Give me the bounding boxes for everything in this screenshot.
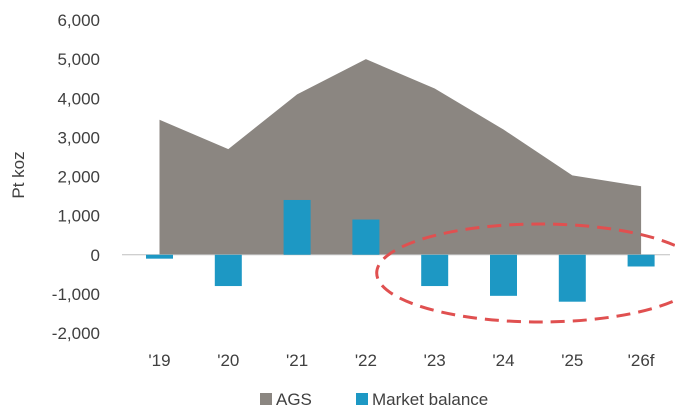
- x-tick-label: '22: [355, 351, 377, 370]
- x-tick-label: '26f: [628, 351, 655, 370]
- market-balance-bar: [421, 254, 449, 287]
- x-tick-label: '21: [286, 351, 308, 370]
- legend-swatch-ags: [260, 393, 272, 405]
- legend-label-market-balance: Market balance: [372, 390, 488, 409]
- y-tick-label: -1,000: [52, 285, 100, 304]
- y-tick-label: 2,000: [57, 168, 100, 187]
- market-balance-bar: [627, 254, 655, 267]
- market-balance-bar: [214, 254, 242, 287]
- market-balance-bar: [558, 254, 586, 302]
- y-tick-label: 1,000: [57, 207, 100, 226]
- market-balance-bar: [283, 199, 311, 255]
- x-tick-label: '23: [424, 351, 446, 370]
- x-tick-label: '20: [217, 351, 239, 370]
- legend: AGS Market balance: [260, 390, 488, 409]
- x-tick-label: '19: [148, 351, 170, 370]
- y-tick-label: 0: [91, 246, 100, 265]
- x-tick-label: '24: [492, 351, 514, 370]
- y-tick-label: -2,000: [52, 324, 100, 343]
- ags-area: [159, 59, 642, 255]
- market-balance-bar: [146, 254, 173, 259]
- y-tick-label: 6,000: [57, 11, 100, 30]
- legend-swatch-market-balance: [356, 393, 368, 405]
- y-tick-label: 4,000: [57, 89, 100, 108]
- market-balance-bars: [146, 199, 655, 302]
- y-axis-ticks: 6,000 5,000 4,000 3,000 2,000 1,000 0 -1,000 -2,…: [52, 11, 100, 343]
- market-balance-bar: [490, 254, 517, 296]
- x-axis-ticks: '19 '20 '21 '22 '23 '24 '25 '26f: [148, 351, 654, 370]
- y-axis-label: Pt koz: [9, 151, 28, 198]
- y-tick-label: 3,000: [57, 128, 100, 147]
- legend-label-ags: AGS: [276, 390, 312, 409]
- x-tick-label: '25: [561, 351, 583, 370]
- highlight-ellipse: [375, 222, 675, 324]
- ags-area-layer: [159, 59, 642, 255]
- y-tick-label: 5,000: [57, 50, 100, 69]
- market-balance-bar: [352, 219, 380, 255]
